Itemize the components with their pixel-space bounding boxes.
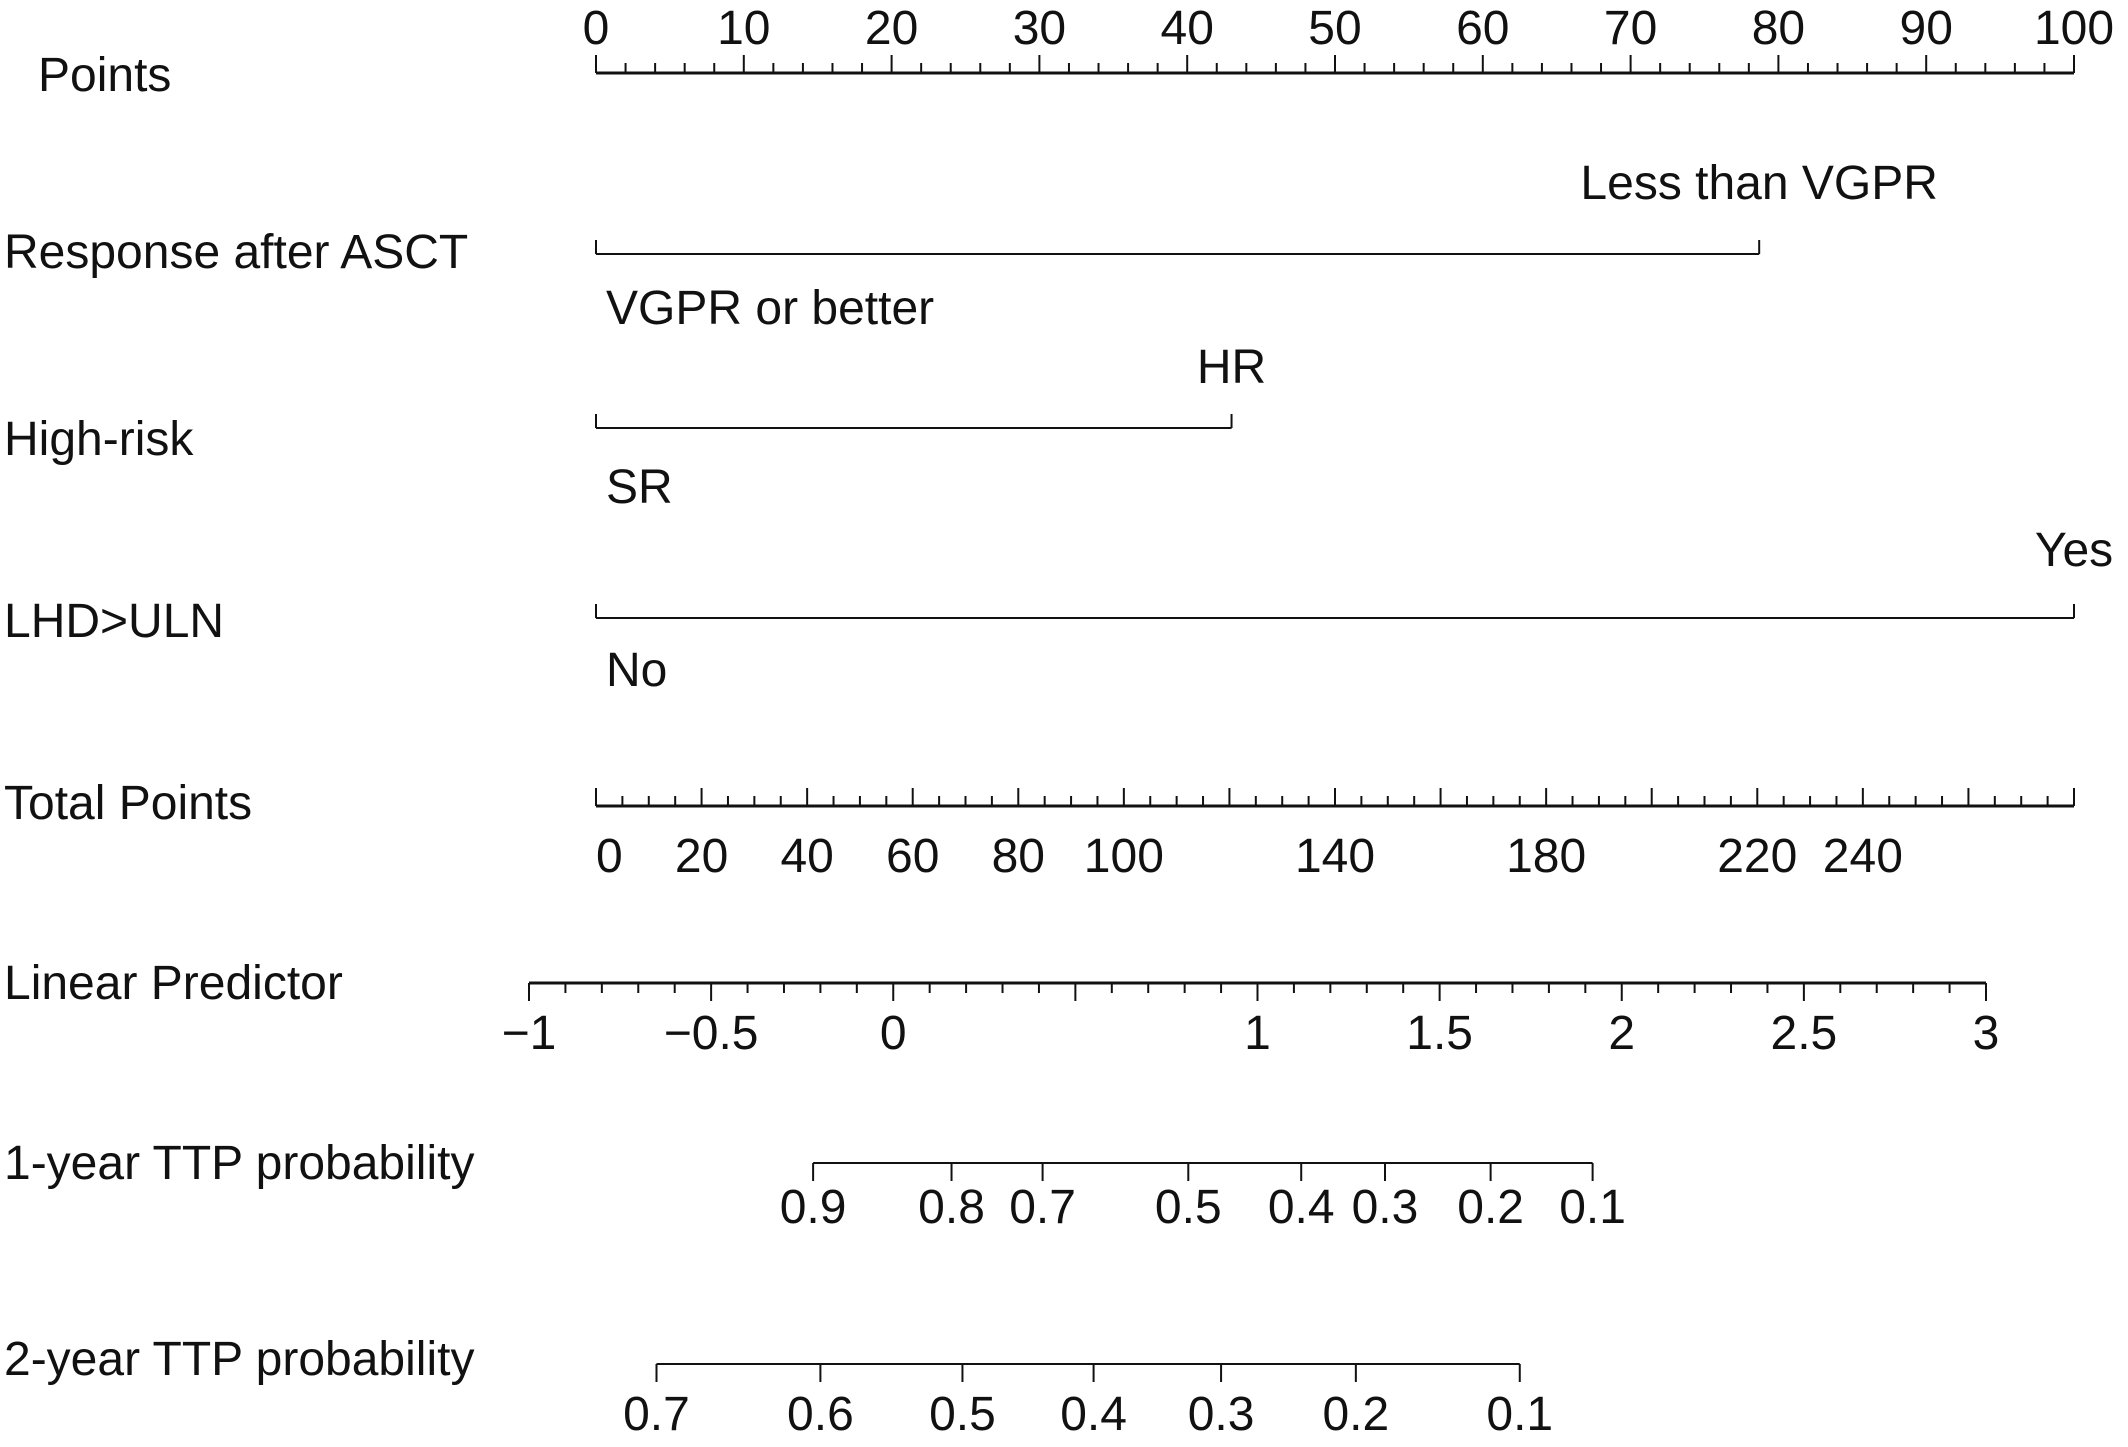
total-points-tick-label: 140 bbox=[1295, 830, 1375, 883]
linear-predictor-tick-label: 1 bbox=[1244, 1007, 1271, 1060]
total-points-tick-label: 80 bbox=[992, 830, 1045, 883]
linear-predictor-row-label: Linear Predictor bbox=[4, 957, 343, 1010]
points-tick-label: 0 bbox=[583, 2, 610, 55]
p1-tick-label: 0.8 bbox=[918, 1181, 985, 1234]
total-points-tick-label: 240 bbox=[1823, 830, 1903, 883]
p1-tick-label: 0.4 bbox=[1268, 1181, 1335, 1234]
p1-tick-label: 0.3 bbox=[1352, 1181, 1419, 1234]
ldh-level-label: Yes bbox=[2035, 524, 2113, 577]
points-tick-label: 60 bbox=[1456, 2, 1509, 55]
linear-predictor-tick-label: 0 bbox=[880, 1007, 907, 1060]
points-tick-label: 40 bbox=[1161, 2, 1214, 55]
linear-predictor-tick-label: 3 bbox=[1973, 1007, 2000, 1060]
highrisk-level-label: SR bbox=[606, 461, 673, 514]
p1-tick-label: 0.7 bbox=[1009, 1181, 1076, 1234]
highrisk-level-label: HR bbox=[1197, 341, 1266, 394]
total-points-tick-label: 220 bbox=[1717, 830, 1797, 883]
linear-predictor-tick-label: −1 bbox=[502, 1007, 557, 1060]
linear-predictor-tick-label: −0.5 bbox=[664, 1007, 759, 1060]
total-points-row-label: Total Points bbox=[4, 777, 252, 830]
total-points-tick-label: 40 bbox=[780, 830, 833, 883]
p2-tick-label: 0.2 bbox=[1322, 1388, 1389, 1441]
total-points-tick-label: 60 bbox=[886, 830, 939, 883]
two-year-prob-row-label: 2-year TTP probability bbox=[4, 1333, 474, 1386]
p1-tick-label: 0.9 bbox=[780, 1181, 847, 1234]
p2-tick-label: 0.4 bbox=[1060, 1388, 1127, 1441]
points-tick-label: 100 bbox=[2034, 2, 2114, 55]
p2-tick-label: 0.6 bbox=[787, 1388, 854, 1441]
p1-tick-label: 0.5 bbox=[1155, 1181, 1222, 1234]
points-tick-label: 30 bbox=[1013, 2, 1066, 55]
points-tick-label: 70 bbox=[1604, 2, 1657, 55]
one-year-prob-row-label: 1-year TTP probability bbox=[4, 1137, 474, 1190]
p2-tick-label: 0.7 bbox=[623, 1388, 690, 1441]
ldh-level-label: No bbox=[606, 644, 667, 697]
response-row-label: Response after ASCT bbox=[4, 226, 468, 279]
response-level-label: Less than VGPR bbox=[1580, 157, 1938, 210]
p2-tick-label: 0.5 bbox=[929, 1388, 996, 1441]
total-points-tick-label: 0 bbox=[596, 830, 623, 883]
highrisk-row-label: High-risk bbox=[4, 413, 194, 466]
linear-predictor-tick-label: 2.5 bbox=[1771, 1007, 1838, 1060]
points-tick-label: 20 bbox=[865, 2, 918, 55]
points-tick-label: 50 bbox=[1308, 2, 1361, 55]
total-points-tick-label: 180 bbox=[1506, 830, 1586, 883]
response-level-label: VGPR or better bbox=[606, 282, 934, 335]
p1-tick-label: 0.2 bbox=[1457, 1181, 1524, 1234]
p2-tick-label: 0.3 bbox=[1188, 1388, 1255, 1441]
ldh-row-label: LHD>ULN bbox=[4, 595, 224, 648]
row-labels: Points Response after ASCT High-risk LHD… bbox=[4, 49, 474, 1386]
linear-predictor-tick-label: 1.5 bbox=[1406, 1007, 1473, 1060]
total-points-tick-label: 20 bbox=[675, 830, 728, 883]
linear-predictor-tick-label: 2 bbox=[1608, 1007, 1635, 1060]
points-tick-label: 80 bbox=[1752, 2, 1805, 55]
points-tick-label: 90 bbox=[1900, 2, 1953, 55]
points-tick-label: 10 bbox=[717, 2, 770, 55]
points-row-label: Points bbox=[38, 49, 171, 102]
total-points-tick-label: 100 bbox=[1084, 830, 1164, 883]
p1-tick-label: 0.1 bbox=[1559, 1181, 1626, 1234]
p2-tick-label: 0.1 bbox=[1486, 1388, 1553, 1441]
